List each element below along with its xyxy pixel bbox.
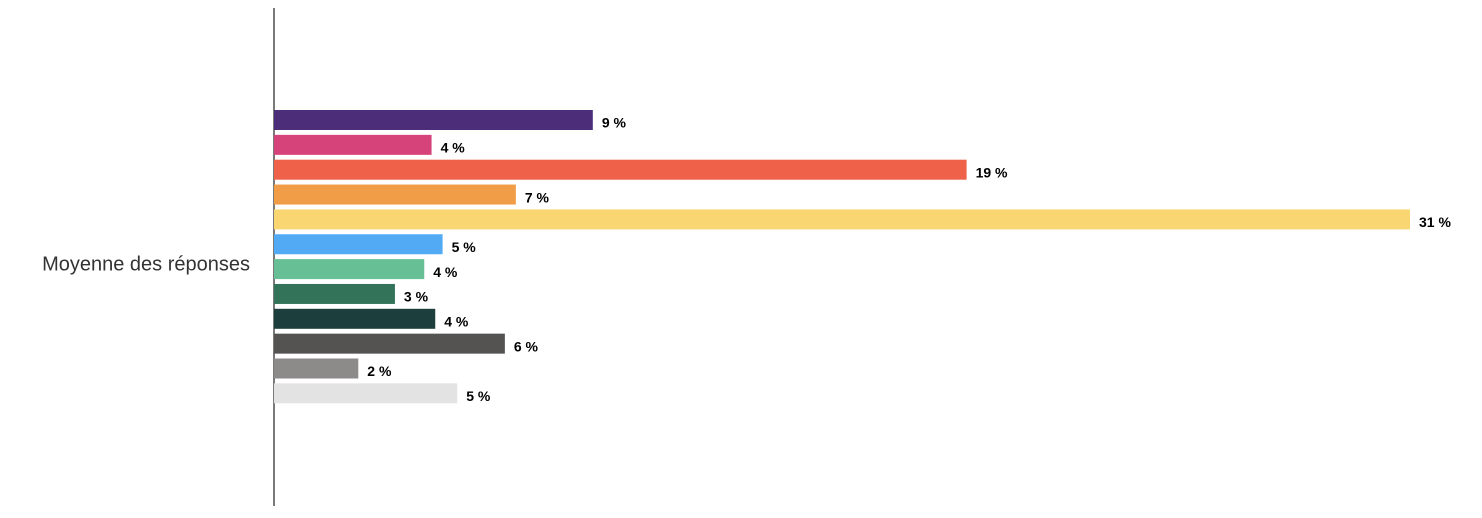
bar [274, 110, 593, 130]
bar [274, 209, 1410, 230]
category-label: Moyenne des réponses [42, 253, 250, 275]
value-label: 7 % [525, 189, 550, 205]
value-label: 4 % [433, 264, 458, 280]
value-label: 5 % [466, 388, 491, 404]
bar [274, 159, 967, 180]
bar [274, 308, 436, 329]
bar [274, 134, 432, 155]
value-label: 4 % [444, 314, 469, 330]
bar [274, 383, 458, 404]
value-label: 9 % [602, 115, 627, 131]
bar [274, 234, 443, 255]
value-label: 19 % [976, 164, 1008, 180]
value-label: 31 % [1419, 214, 1451, 230]
bar [274, 333, 505, 354]
value-label: 6 % [514, 338, 539, 354]
value-label: 3 % [404, 289, 429, 305]
bar [274, 358, 359, 379]
value-label: 2 % [367, 363, 392, 379]
bar [274, 184, 516, 205]
bar [274, 283, 395, 304]
bar [274, 259, 425, 280]
value-label: 5 % [452, 239, 477, 255]
value-label: 4 % [441, 140, 466, 156]
